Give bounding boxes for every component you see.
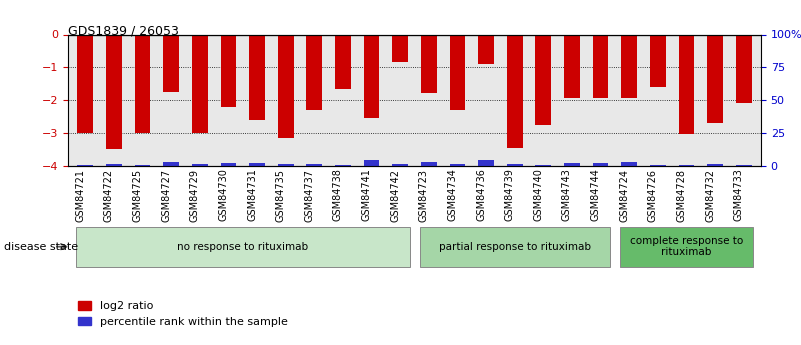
Bar <box>307 34 322 110</box>
Bar <box>478 34 494 64</box>
Bar <box>364 160 380 166</box>
Bar <box>307 164 322 166</box>
Bar <box>392 34 408 62</box>
Bar <box>192 34 207 133</box>
Bar <box>707 34 723 123</box>
Bar <box>335 165 351 166</box>
Bar <box>278 34 293 138</box>
FancyBboxPatch shape <box>76 227 409 267</box>
Bar <box>536 165 551 166</box>
Bar <box>622 162 637 166</box>
Legend: log2 ratio, percentile rank within the sample: log2 ratio, percentile rank within the s… <box>74 297 292 331</box>
Text: GSM84726: GSM84726 <box>648 169 658 221</box>
Text: GSM84741: GSM84741 <box>361 169 372 221</box>
Text: GSM84734: GSM84734 <box>448 169 457 221</box>
Text: GSM84736: GSM84736 <box>476 169 486 221</box>
Text: no response to rituximab: no response to rituximab <box>177 242 308 252</box>
Text: GSM84729: GSM84729 <box>190 169 199 221</box>
Text: GSM84743: GSM84743 <box>562 169 572 221</box>
Bar <box>392 164 408 166</box>
Text: GDS1839 / 26053: GDS1839 / 26053 <box>68 24 179 37</box>
FancyBboxPatch shape <box>420 227 610 267</box>
Bar <box>736 165 751 166</box>
FancyBboxPatch shape <box>620 227 753 267</box>
Text: GSM84724: GSM84724 <box>619 169 630 221</box>
Bar <box>249 34 265 120</box>
Bar <box>106 34 122 149</box>
Bar <box>364 34 380 118</box>
Text: GSM84732: GSM84732 <box>705 169 715 221</box>
Bar <box>78 34 93 133</box>
Bar <box>536 34 551 125</box>
Text: partial response to rituximab: partial response to rituximab <box>439 242 590 252</box>
Text: GSM84731: GSM84731 <box>247 169 257 221</box>
Bar <box>678 165 694 166</box>
Bar <box>449 34 465 110</box>
Bar <box>135 34 151 133</box>
Bar <box>678 34 694 135</box>
Bar <box>421 162 437 166</box>
Bar <box>220 163 236 166</box>
Bar <box>278 164 293 166</box>
Bar <box>707 164 723 166</box>
Text: GSM84744: GSM84744 <box>590 169 601 221</box>
Bar <box>507 164 522 166</box>
Text: GSM84742: GSM84742 <box>390 169 400 221</box>
Bar <box>507 34 522 148</box>
Text: complete response to
rituximab: complete response to rituximab <box>630 236 743 257</box>
Text: GSM84739: GSM84739 <box>505 169 515 221</box>
Text: GSM84728: GSM84728 <box>677 169 686 221</box>
Bar <box>650 165 666 166</box>
Bar <box>650 34 666 87</box>
Text: GSM84727: GSM84727 <box>161 169 171 221</box>
Bar <box>622 34 637 98</box>
Bar <box>163 34 179 92</box>
Bar <box>106 164 122 166</box>
Bar <box>335 34 351 89</box>
Text: GSM84730: GSM84730 <box>219 169 228 221</box>
Bar <box>564 163 580 166</box>
Bar <box>736 34 751 104</box>
Bar <box>220 34 236 107</box>
Text: GSM84733: GSM84733 <box>734 169 744 221</box>
Bar <box>192 164 207 166</box>
Bar <box>564 34 580 98</box>
Text: disease state: disease state <box>4 242 78 252</box>
Text: GSM84737: GSM84737 <box>304 169 314 221</box>
Bar <box>78 165 93 166</box>
Bar <box>478 160 494 166</box>
Text: GSM84722: GSM84722 <box>104 169 114 221</box>
Bar <box>135 165 151 166</box>
Bar <box>593 163 609 166</box>
Text: GSM84738: GSM84738 <box>333 169 343 221</box>
Bar <box>163 162 179 166</box>
Bar <box>421 34 437 93</box>
Bar <box>593 34 609 98</box>
Text: GSM84721: GSM84721 <box>75 169 85 221</box>
Text: GSM84725: GSM84725 <box>132 169 143 221</box>
Bar <box>449 164 465 166</box>
Text: GSM84735: GSM84735 <box>276 169 286 221</box>
Text: GSM84723: GSM84723 <box>419 169 429 221</box>
Text: GSM84740: GSM84740 <box>533 169 543 221</box>
Bar <box>249 163 265 166</box>
